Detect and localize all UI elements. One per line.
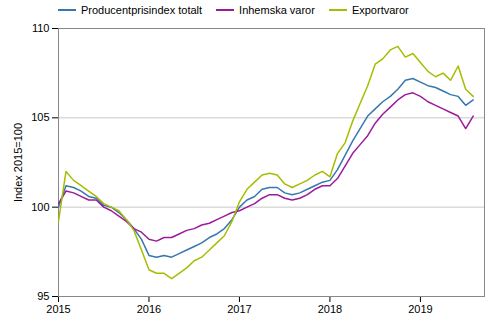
svg-text:110: 110: [32, 22, 50, 34]
svg-text:Index 2015=100: Index 2015=100: [12, 123, 24, 202]
html-text:Producentprisindex totalt: Producentprisindex totalt: [81, 4, 203, 16]
svg-text:2017: 2017: [227, 303, 251, 315]
svg-text:2018: 2018: [318, 303, 342, 315]
svg-text:105: 105: [31, 111, 49, 123]
svg-text:2016: 2016: [137, 303, 161, 315]
svg-text:95: 95: [37, 290, 49, 302]
svg-text:100: 100: [31, 201, 49, 213]
svg-text:2019: 2019: [408, 303, 432, 315]
html-text:Inhemska varor: Inhemska varor: [239, 4, 315, 16]
html-text:Exportvaror: Exportvaror: [351, 4, 409, 16]
svg-text:2015: 2015: [46, 303, 70, 315]
